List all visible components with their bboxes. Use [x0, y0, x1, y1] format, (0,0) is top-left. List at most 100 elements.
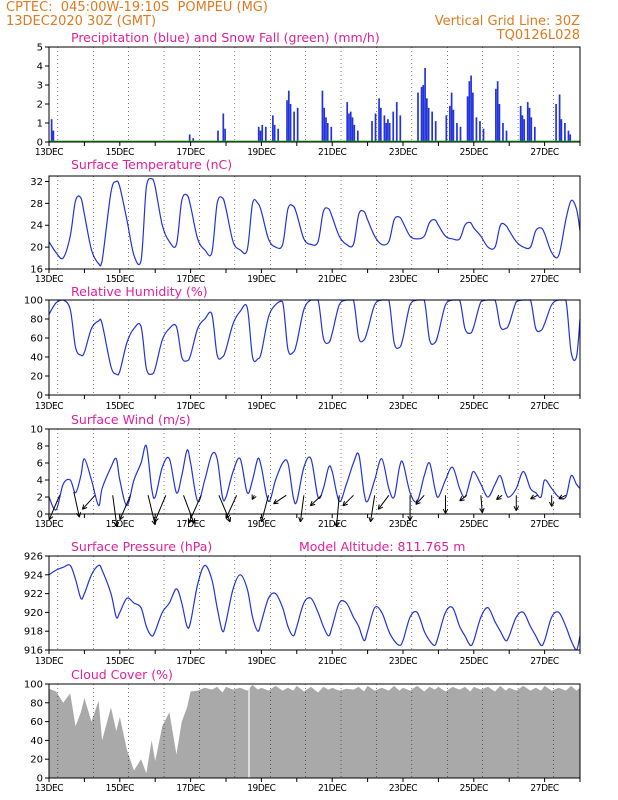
panel-title: Surface Wind (m/s) [71, 412, 191, 427]
precip-bar [264, 126, 267, 142]
precip-bar [569, 134, 572, 142]
wind-vector-head [513, 506, 519, 511]
wind-vector-head [298, 517, 304, 523]
wind-vector-head [81, 504, 88, 510]
y-tick-label: 40 [30, 736, 43, 747]
wind-vector [154, 495, 167, 523]
precip-bar [293, 111, 295, 142]
panel-title: Surface Temperature (nC) [71, 157, 232, 172]
precip-bar [528, 107, 531, 142]
x-tick-label: 23DEC [389, 274, 417, 285]
precip-bar [286, 100, 288, 142]
y-tick-label: 60 [30, 334, 43, 345]
x-tick-label: 13DEC [35, 401, 63, 412]
header-date: 13DEC2020 30Z (GMT) [6, 14, 157, 29]
plot-area [49, 300, 580, 395]
axes-frame [48, 175, 581, 270]
panel-pressure: 916 918 920 922 924 926 13DEC 15DEC 17DEC 19DEC 21… [24, 539, 581, 667]
wind-vector-head [530, 494, 536, 500]
precip-bar [222, 113, 225, 142]
x-tick-label: 19DEC [247, 147, 275, 158]
panel-title: Precipitation (blue) and Snow Fall (gree… [71, 30, 380, 45]
wind-vector-head [342, 500, 348, 507]
y-tick-label: 4 [37, 62, 43, 73]
wind-vector-head [407, 515, 413, 521]
y-tick-label: 20 [30, 243, 43, 254]
x-tick-label: 25DEC [460, 783, 488, 794]
precip-bar [502, 123, 504, 142]
panel-title: Relative Humidity (%) [71, 284, 208, 299]
precip-bar [353, 124, 356, 142]
precip-bar [323, 107, 326, 142]
wind-vector-head [496, 494, 502, 500]
axes-frame [48, 46, 581, 143]
wind-vector-head [558, 494, 564, 500]
precip-bar [378, 98, 380, 142]
wind-vector-head [368, 516, 374, 523]
wind-vector [183, 495, 195, 524]
precip-bar [452, 109, 455, 142]
wind-vector [310, 494, 322, 507]
precip-bar [371, 121, 373, 142]
precip-bar [217, 130, 219, 142]
x-tick-label: 19DEC [247, 274, 275, 285]
x-tick-label: 27DEC [530, 519, 558, 530]
wind-vector [459, 494, 468, 502]
y-tick-label: 0 [37, 774, 43, 785]
precip-bar [388, 123, 391, 142]
x-tick-label: 25DEC [460, 401, 488, 412]
precip-bar [379, 107, 382, 142]
wind-vector [119, 495, 131, 520]
y-tick-label: 40 [30, 353, 43, 364]
precip-bar [399, 115, 402, 142]
wind-vector [496, 494, 503, 500]
x-tick-label: 17DEC [176, 147, 204, 158]
x-tick-label: 21DEC [318, 519, 346, 530]
panel-humidity: 0 20 40 60 80 100 13DEC 15DEC 17DEC 19DEC 21DEC 23D… [24, 284, 581, 412]
x-tick-label: 25DEC [460, 274, 488, 285]
wind-vector [112, 495, 118, 527]
precip-bar [224, 128, 226, 142]
precip-bar [188, 134, 191, 142]
y-tick-label: 60 [30, 717, 43, 728]
x-tick-label: 23DEC [389, 783, 417, 794]
wind-vector [335, 495, 340, 527]
wind-vector [480, 495, 483, 513]
header-grid-line: Vertical Grid Line: 30Z [434, 14, 580, 29]
precip-bar [450, 92, 453, 142]
precip-bar [325, 117, 327, 142]
wind-vector [48, 495, 61, 520]
header-location: CPTEC: 045:00W-19:10S POMPEU (MG) [6, 0, 268, 15]
wind-vector-head [548, 501, 555, 507]
precip-bar [523, 119, 526, 142]
x-tick-label: 17DEC [176, 519, 204, 530]
x-tick-label: 21DEC [318, 274, 346, 285]
wind-vector [342, 494, 354, 507]
x-tick-label: 27DEC [530, 783, 558, 794]
panel-cloud: 0 20 40 60 80 100 13DEC 15DEC 17DEC 19DEC 21DEC 23D… [24, 667, 581, 794]
x-tick-label: 13DEC [35, 656, 63, 667]
wind-vector [415, 494, 425, 505]
y-tick-label: 922 [24, 589, 43, 600]
y-tick-label: 5 [37, 43, 43, 54]
wind-vector [273, 494, 287, 505]
precip-bar [192, 138, 195, 142]
x-tick-label: 23DEC [389, 147, 417, 158]
x-tick-label: 13DEC [35, 274, 63, 285]
axes-frame [48, 555, 581, 651]
precip-bar [395, 102, 398, 142]
model-altitude: Model Altitude: 811.765 m [299, 539, 465, 554]
precip-bar [422, 85, 425, 142]
wind-vector [299, 495, 305, 522]
x-tick-label: 25DEC [460, 656, 488, 667]
precip-bar [472, 92, 474, 142]
x-tick-label: 19DEC [247, 783, 275, 794]
precip-bar [417, 92, 419, 142]
wind-vector [377, 494, 390, 510]
precip-bar [351, 117, 354, 142]
x-tick-label: 13DEC [35, 783, 63, 794]
y-tick-label: 0 [37, 391, 43, 402]
precip-bar [558, 94, 561, 142]
precip-bar [475, 117, 478, 142]
x-tick-label: 19DEC [247, 519, 275, 530]
